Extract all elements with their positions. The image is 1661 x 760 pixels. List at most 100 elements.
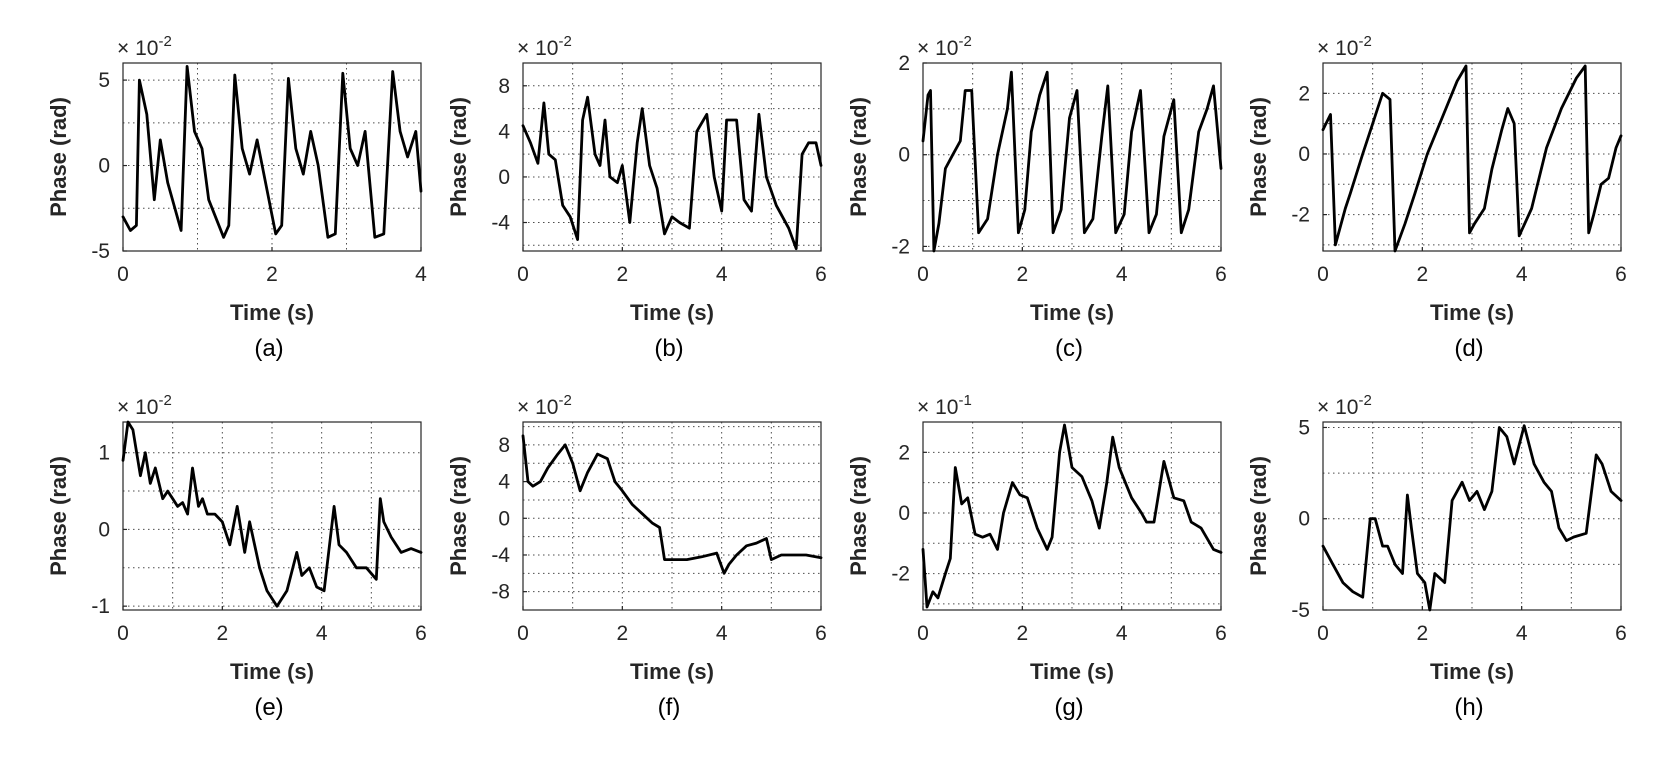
- y-exponent-label: × 10-2: [117, 392, 172, 419]
- y-tick-label: -2: [1291, 204, 1310, 227]
- y-axis-label: Phase (rad): [846, 456, 871, 576]
- x-tick-label: 0: [1317, 263, 1329, 286]
- y-tick-label: -5: [1291, 599, 1310, 622]
- axes-frame: [522, 421, 822, 611]
- y-tick-label: 0: [498, 507, 510, 530]
- subplot-7: 0 2 4 6 -5 0 5 × 10-2 Time (s) Phase (rad) (h): [1246, 392, 1627, 721]
- x-tick-label: 4: [1516, 622, 1528, 645]
- y-axis-label: Phase (rad): [46, 97, 71, 217]
- x-tick-label: 6: [1615, 622, 1627, 645]
- y-tick-label: 2: [1298, 82, 1310, 105]
- x-tick-label: 4: [716, 263, 728, 286]
- y-exponent-label: × 10-2: [1317, 33, 1372, 60]
- grid: [1323, 63, 1621, 251]
- x-tick-label: 4: [716, 622, 728, 645]
- subplot-6: 0 2 4 6 -2 0 2 × 10-1 Time (s) Phase (rad) (g): [846, 392, 1227, 721]
- x-axis-label: Time (s): [1430, 300, 1514, 325]
- axes-frame: [922, 421, 1222, 611]
- panel-label: (g): [1054, 694, 1083, 721]
- series-line-0: [521, 434, 823, 575]
- axes-frame: [1322, 62, 1622, 252]
- x-tick-label: 6: [815, 263, 827, 286]
- y-tick-label: -4: [491, 212, 510, 235]
- x-tick-label: 0: [517, 263, 529, 286]
- y-tick-label: 0: [1298, 143, 1310, 166]
- y-tick-label: 8: [498, 434, 510, 457]
- y-tick-label: -2: [891, 563, 910, 586]
- y-axis-label: Phase (rad): [1246, 456, 1271, 576]
- y-tick-label: 2: [898, 441, 910, 464]
- y-tick-label: 0: [898, 144, 910, 167]
- series-line-0: [921, 423, 1223, 609]
- axes-frame: [122, 62, 422, 252]
- x-tick-label: 0: [917, 622, 929, 645]
- x-tick-label: 2: [216, 622, 228, 645]
- panel-label: (a): [254, 335, 283, 362]
- x-axis-label: Time (s): [630, 300, 714, 325]
- y-exponent-label: × 10-2: [517, 33, 572, 60]
- x-tick-label: 0: [117, 622, 129, 645]
- series-line-0: [121, 65, 423, 239]
- y-exponent-label: × 10-2: [917, 33, 972, 60]
- x-tick-label: 2: [616, 622, 628, 645]
- x-tick-label: 2: [266, 263, 278, 286]
- y-tick-label: 0: [98, 155, 110, 178]
- y-exponent-label: × 10-1: [917, 392, 972, 419]
- x-tick-label: 2: [1416, 622, 1428, 645]
- x-tick-label: 6: [415, 622, 427, 645]
- x-tick-label: 4: [1516, 263, 1528, 286]
- y-tick-label: 0: [498, 166, 510, 189]
- axes-frame: [522, 62, 822, 252]
- y-exponent-label: × 10-2: [1317, 392, 1372, 419]
- y-tick-label: 2: [898, 52, 910, 75]
- x-tick-label: 4: [415, 263, 427, 286]
- y-tick-label: 0: [1298, 508, 1310, 531]
- y-axis-label: Phase (rad): [846, 97, 871, 217]
- y-tick-label: -2: [891, 235, 910, 258]
- subplot-2: 0 2 4 6 -2 0 2 × 10-2 Time (s) Phase (rad) (c): [846, 33, 1227, 362]
- grid: [523, 63, 821, 251]
- y-axis-label: Phase (rad): [446, 456, 471, 576]
- x-tick-label: 0: [517, 622, 529, 645]
- axes-frame: [122, 421, 422, 611]
- series-line-0: [1321, 64, 1623, 253]
- y-tick-label: 8: [498, 75, 510, 98]
- x-tick-label: 0: [1317, 622, 1329, 645]
- series-line-0: [121, 420, 423, 608]
- x-tick-label: 4: [1116, 622, 1128, 645]
- x-tick-label: 0: [117, 263, 129, 286]
- grid: [523, 422, 821, 610]
- grid: [1323, 422, 1621, 610]
- grid: [123, 63, 421, 251]
- x-tick-label: 0: [917, 263, 929, 286]
- panel-label: (d): [1454, 335, 1483, 362]
- y-axis-label: Phase (rad): [1246, 97, 1271, 217]
- x-tick-label: 4: [316, 622, 328, 645]
- y-tick-label: -5: [91, 240, 110, 263]
- x-tick-label: 2: [1016, 622, 1028, 645]
- panel-label: (f): [658, 694, 681, 721]
- y-tick-label: -4: [491, 544, 510, 567]
- x-tick-label: 6: [815, 622, 827, 645]
- y-tick-label: -8: [491, 581, 510, 604]
- y-axis-label: Phase (rad): [46, 456, 71, 576]
- subplot-3: 0 2 4 6 -2 0 2 × 10-2 Time (s) Phase (rad) (d): [1246, 33, 1627, 362]
- subplot-0: 0 2 4 -5 0 5 × 10-2 Time (s) Phase (rad) (a): [46, 33, 427, 362]
- series-line-0: [921, 70, 1223, 253]
- y-tick-label: -1: [91, 595, 110, 618]
- y-axis-label: Phase (rad): [446, 97, 471, 217]
- panel-label: (c): [1055, 335, 1083, 362]
- y-tick-label: 5: [98, 69, 110, 92]
- x-axis-label: Time (s): [230, 300, 314, 325]
- axes-frame: [1322, 421, 1622, 611]
- x-axis-label: Time (s): [1030, 300, 1114, 325]
- subplot-4: 0 2 4 6 -1 0 1 × 10-2 Time (s) Phase (rad) (e): [46, 392, 427, 721]
- x-axis-label: Time (s): [1030, 659, 1114, 684]
- series-line-0: [1321, 424, 1623, 612]
- y-tick-label: 4: [498, 120, 510, 143]
- y-exponent-label: × 10-2: [517, 392, 572, 419]
- x-axis-label: Time (s): [230, 659, 314, 684]
- panel-label: (e): [254, 694, 283, 721]
- grid: [923, 422, 1221, 610]
